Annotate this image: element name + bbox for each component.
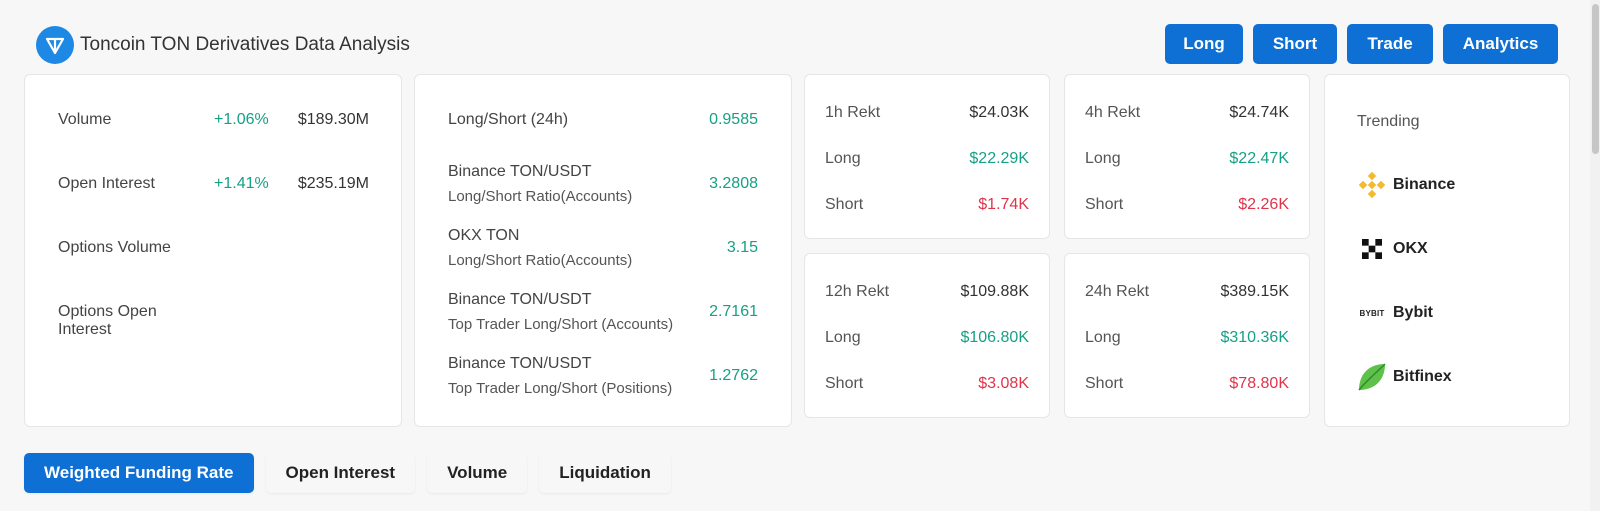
rekt-long-value: $106.80K: [960, 329, 1029, 346]
tab-weighted-funding-rate[interactable]: Weighted Funding Rate: [24, 453, 254, 493]
rekt-title: 4h Rekt: [1085, 104, 1141, 121]
stat-row-options-open-interest: Options Open Interest: [58, 303, 369, 339]
bybit-icon: BYBIT: [1359, 308, 1385, 318]
bitfinex-icon: [1357, 362, 1387, 392]
binance-icon: [1357, 170, 1387, 200]
tab-open-interest[interactable]: Open Interest: [265, 453, 416, 493]
stat-label: Open Interest: [58, 175, 155, 192]
stat-label: Options Volume: [58, 239, 171, 256]
tab-liquidation[interactable]: Liquidation: [539, 453, 671, 493]
exchange-name: OKX: [1393, 240, 1428, 257]
rekt-short-label: Short: [1085, 196, 1124, 213]
rekt-total: $24.74K: [1229, 104, 1289, 121]
trending-item-bybit[interactable]: BYBIT Bybit: [1357, 298, 1434, 328]
ratio-label: Binance TON/USDT: [448, 291, 592, 308]
trending-item-okx[interactable]: OKX: [1357, 234, 1428, 264]
rekt-card-4h: 4h Rekt $24.74K Long $22.47K Short $2.26K: [1064, 74, 1310, 239]
rekt-short-label: Short: [1085, 375, 1124, 392]
stat-change: +1.41%: [214, 175, 269, 192]
rekt-title: 24h Rekt: [1085, 283, 1150, 300]
rekt-long-value: $22.29K: [969, 150, 1029, 167]
stat-row-options-volume: Options Volume: [58, 239, 369, 257]
rekt-short-value: $1.74K: [978, 196, 1029, 213]
ratio-label: Long/Short (24h): [448, 111, 569, 128]
ratio-sublabel: Long/Short Ratio(Accounts): [448, 252, 633, 269]
ratio-row: Binance TON/USDT Top Trader Long/Short (…: [448, 291, 758, 333]
rekt-long-label: Long: [825, 329, 861, 346]
rekt-title: 12h Rekt: [825, 283, 890, 300]
ratio-value: 1.2762: [709, 367, 758, 384]
ratio-row: OKX TON Long/Short Ratio(Accounts) 3.15: [448, 227, 758, 269]
exchange-name: Binance: [1393, 176, 1456, 193]
exchange-name: Bitfinex: [1393, 368, 1452, 385]
analytics-button[interactable]: Analytics: [1443, 24, 1558, 64]
ratio-label: Binance TON/USDT: [448, 355, 592, 372]
trade-button[interactable]: Trade: [1347, 24, 1433, 64]
rekt-card-1h: 1h Rekt $24.03K Long $22.29K Short $1.74K: [804, 74, 1050, 239]
rekt-long-value: $310.36K: [1220, 329, 1289, 346]
trending-title: Trending: [1357, 113, 1420, 130]
ratio-label: OKX TON: [448, 227, 520, 244]
rekt-short-label: Short: [825, 375, 864, 392]
exchange-name: Bybit: [1393, 304, 1433, 321]
stat-value: $235.19M: [297, 175, 369, 192]
rekt-long-label: Long: [825, 150, 861, 167]
rekt-short-value: $2.26K: [1238, 196, 1289, 213]
market-stats-card: Volume +1.06% $189.30M Open Interest +1.…: [24, 74, 402, 427]
rekt-short-value: $3.08K: [978, 375, 1029, 392]
rekt-short-label: Short: [825, 196, 864, 213]
rekt-total: $109.88K: [960, 283, 1029, 300]
tab-volume[interactable]: Volume: [427, 453, 528, 493]
page-scrollbar[interactable]: [1590, 0, 1600, 511]
rekt-total: $389.15K: [1220, 283, 1289, 300]
long-short-ratio-card: Long/Short (24h) 0.9585 Binance TON/USDT…: [414, 74, 792, 427]
ratio-sublabel: Long/Short Ratio(Accounts): [448, 188, 633, 205]
page-header: Toncoin TON Derivatives Data Analysis: [36, 26, 410, 64]
short-button[interactable]: Short: [1253, 24, 1337, 64]
rekt-long-value: $22.47K: [1229, 150, 1289, 167]
ratio-sublabel: Top Trader Long/Short (Accounts): [448, 316, 674, 333]
trending-item-bitfinex[interactable]: Bitfinex: [1357, 362, 1452, 392]
page-title: Toncoin TON Derivatives Data Analysis: [80, 34, 410, 55]
stat-label: Options Open Interest: [58, 303, 157, 338]
rekt-short-value: $78.80K: [1229, 375, 1289, 392]
ratio-value: 3.15: [726, 239, 758, 256]
ratio-sublabel: Top Trader Long/Short (Positions): [448, 380, 673, 397]
long-button[interactable]: Long: [1165, 24, 1243, 64]
stat-value: $189.30M: [297, 111, 369, 128]
ratio-row: Long/Short (24h) 0.9585: [448, 111, 758, 129]
ratio-value: 0.9585: [709, 111, 758, 128]
ratio-value: 2.7161: [709, 303, 758, 320]
trending-card: Trending Binance: [1324, 74, 1570, 427]
stat-label: Volume: [58, 111, 112, 128]
stat-row-volume: Volume +1.06% $189.30M: [58, 111, 369, 129]
trending-item-binance[interactable]: Binance: [1357, 170, 1455, 200]
stat-change: +1.06%: [214, 111, 269, 128]
ratio-value: 3.2808: [709, 175, 758, 192]
rekt-title: 1h Rekt: [825, 104, 881, 121]
rekt-card-24h: 24h Rekt $389.15K Long $310.36K Short $78.8…: [1064, 253, 1310, 418]
ratio-row: Binance TON/USDT Top Trader Long/Short (…: [448, 355, 758, 397]
ratio-row: Binance TON/USDT Long/Short Ratio(Accoun…: [448, 163, 758, 205]
rekt-long-label: Long: [1085, 329, 1121, 346]
rekt-card-12h: 12h Rekt $109.88K Long $106.80K Short $3.08…: [804, 253, 1050, 418]
chart-tabs: Weighted Funding Rate Open Interest Volu…: [24, 453, 671, 493]
ratio-label: Binance TON/USDT: [448, 163, 592, 180]
stat-row-open-interest: Open Interest +1.41% $235.19M: [58, 175, 369, 193]
rekt-total: $24.03K: [969, 104, 1029, 121]
scrollbar-thumb[interactable]: [1592, 4, 1599, 154]
ton-logo-icon: [36, 26, 74, 64]
rekt-long-label: Long: [1085, 150, 1121, 167]
okx-icon: [1357, 234, 1387, 264]
top-button-group: Long Short Trade Analytics: [1165, 24, 1558, 64]
